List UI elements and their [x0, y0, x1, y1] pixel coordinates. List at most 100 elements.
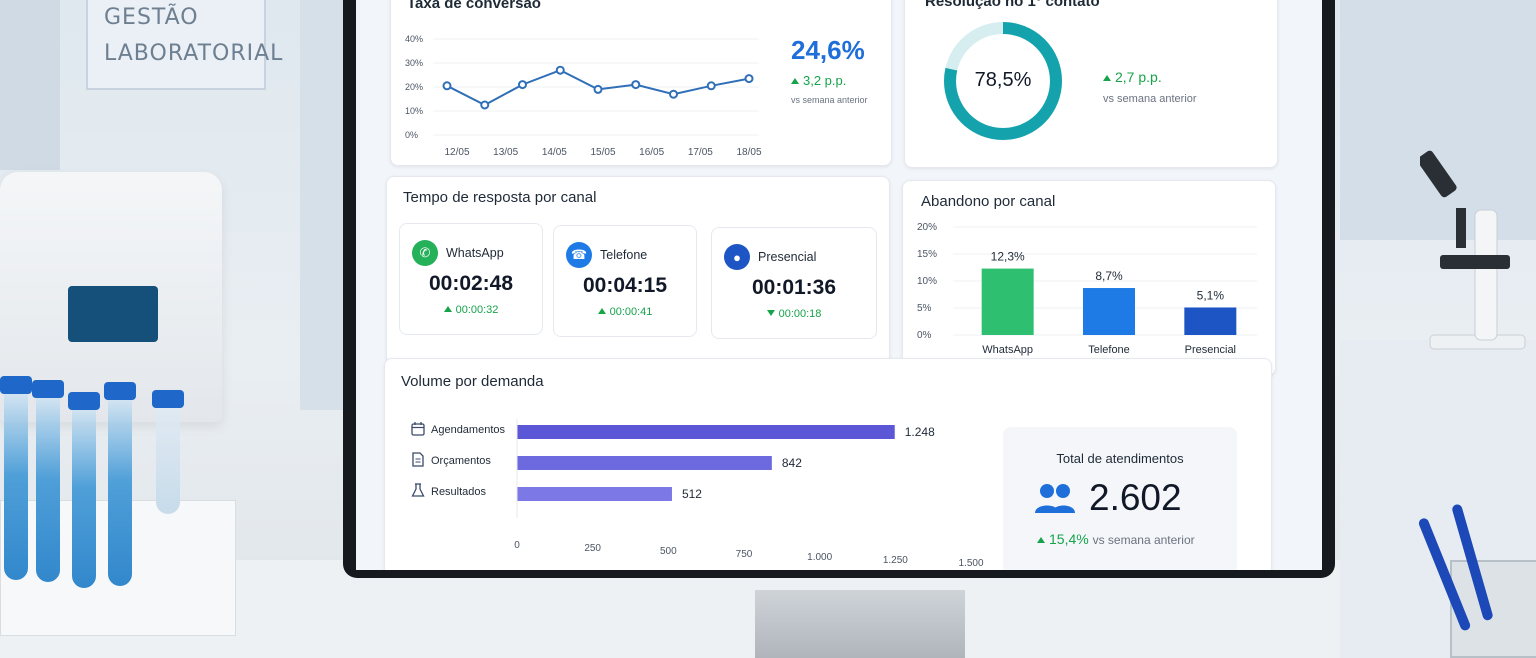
dashboard-screen: Taxa de conversão 0% 10% 20% 30% 40% 12/05 13/…: [356, 0, 1322, 570]
volume-bar: [517, 456, 772, 470]
category-label: Resultados: [431, 486, 487, 498]
bar-value-label: 5,1%: [1197, 288, 1225, 302]
conversion-point: [593, 84, 603, 94]
conversion-point: [669, 89, 678, 99]
test-tube: [104, 382, 136, 586]
channel-delta-value: 00:00:32: [455, 304, 499, 316]
x-tick-label: Telefone: [1088, 344, 1130, 356]
calendar-icon: [411, 422, 425, 436]
down-arrow-icon: [766, 310, 775, 316]
up-arrow-icon: [597, 308, 606, 314]
y-tick-label: 5%: [917, 303, 932, 314]
channel-delta-value: 00:00:18: [778, 308, 822, 320]
monitor-stand: [755, 590, 965, 658]
channel-time: 00:02:48: [428, 272, 514, 295]
bar-value-label: 1.248: [905, 425, 935, 439]
conversion-title: Taxa de conversão: [407, 0, 541, 12]
total-value: 2.602: [1089, 477, 1182, 518]
up-arrow-icon: [1037, 537, 1045, 543]
volume-title: Volume por demanda: [401, 373, 544, 390]
channel-name: WhatsApp: [446, 246, 504, 260]
conversion-delta-caption: vs semana anterior: [791, 95, 868, 105]
phone-icon: ☎: [566, 242, 592, 268]
background-window: [0, 0, 60, 170]
x-tick-label: 14/05: [542, 147, 567, 158]
x-tick-label: WhatsApp: [982, 344, 1033, 356]
conversion-point: [631, 80, 641, 90]
background-window: [1340, 0, 1536, 240]
whatsapp-icon: ✆: [412, 240, 438, 266]
y-tick-label: 15%: [917, 249, 937, 260]
volume-card: Volume por demanda Agendamentos 1.248 Orça…: [384, 358, 1272, 570]
y-tick-label: 10%: [405, 106, 423, 116]
x-tick-label: 12/05: [444, 147, 469, 158]
x-tick-label: Presencial: [1185, 344, 1236, 356]
up-arrow-icon: [791, 78, 799, 84]
x-tick-label: 13/05: [493, 147, 518, 158]
bar-value-label: 12,3%: [991, 250, 1025, 264]
channel-name: Presencial: [758, 250, 817, 264]
conversion-point: [555, 65, 565, 75]
flask-icon: [411, 483, 425, 497]
users-icon: [1035, 484, 1075, 513]
y-tick-label: 20%: [917, 222, 937, 233]
channel-delta: 00:00:41: [554, 306, 696, 318]
x-tick-label: 0: [514, 540, 520, 551]
resolution-title: Resolução no 1º contato: [925, 0, 1100, 10]
document-icon: [412, 452, 424, 467]
volume-bar: [517, 425, 895, 439]
conversion-value: 24,6%: [791, 35, 865, 65]
abandon-card: Abandono por canal 0% 5% 10% 15% 20% 12,3% Wha…: [902, 180, 1276, 376]
y-tick-label: 0%: [917, 330, 932, 341]
total-delta-caption: vs semana anterior: [1092, 533, 1195, 547]
x-tick-label: 1.500: [958, 558, 983, 569]
total-delta: 15,4% vs semana anterior: [1037, 531, 1195, 547]
y-tick-label: 30%: [405, 58, 423, 68]
channel-delta: 00:00:18: [712, 308, 876, 320]
lab-analyzer: [0, 172, 222, 422]
test-tube: [0, 376, 32, 580]
y-tick-label: 40%: [405, 34, 423, 44]
conversion-point: [442, 81, 452, 91]
resolution-delta-caption: vs semana anterior: [1103, 93, 1197, 105]
bar-value-label: 842: [782, 456, 802, 470]
abandon-bar-presencial: [1184, 307, 1237, 335]
x-tick-label: 1.250: [883, 555, 908, 566]
x-tick-label: 17/05: [688, 147, 713, 158]
analyzer-screen: [68, 286, 158, 342]
x-tick-label: 18/05: [736, 147, 761, 158]
x-tick-label: 16/05: [639, 147, 664, 158]
abandon-title: Abandono por canal: [921, 193, 1056, 210]
response-title: Tempo de resposta por canal: [403, 189, 597, 206]
up-arrow-icon: [443, 306, 452, 312]
test-tube: [152, 390, 184, 514]
up-arrow-icon: [1103, 75, 1111, 81]
channel-delta: 00:00:32: [400, 304, 542, 316]
channel-time: 00:01:36: [751, 276, 837, 299]
channel-time: 00:04:15: [582, 274, 668, 297]
resolution-card: Resolução no 1º contato 78,5% 2,7 p.p. v…: [904, 0, 1278, 168]
resolution-donut: [944, 22, 1062, 140]
category-label: Orçamentos: [431, 455, 491, 467]
total-box: Total de atendimentos 2.602 15,4% vs sem…: [1003, 427, 1237, 570]
conversion-delta-value: 3,2 p.p.: [803, 73, 847, 88]
x-tick-label: 15/05: [590, 147, 615, 158]
conversion-line-chart: 0% 10% 20% 30% 40% 12/05 13/05 14/05 15/05 16/05 1…: [405, 34, 762, 158]
conversion-card: Taxa de conversão 0% 10% 20% 30% 40% 12/05 13/…: [390, 0, 892, 166]
lab-sign-line2: LABORATORIAL: [104, 41, 284, 66]
abandon-bar-telefone: [1083, 288, 1135, 335]
background-window: [300, 0, 344, 410]
total-delta-value: 15,4%: [1049, 531, 1089, 547]
conversion-point: [706, 81, 716, 91]
resolution-value: 78,5%: [974, 69, 1032, 91]
total-title: Total de atendimentos: [1056, 451, 1184, 466]
test-tube: [32, 380, 64, 582]
x-tick-label: 750: [736, 549, 753, 560]
conversion-point: [518, 80, 527, 90]
y-tick-label: 20%: [405, 82, 423, 92]
channel-delta-value: 00:00:41: [609, 306, 653, 318]
x-tick-label: 500: [660, 546, 677, 557]
lab-sign: GESTÃO LABORATORIAL: [86, 0, 284, 90]
response-time-card: Tempo de resposta por canal ✆ WhatsApp 00:…: [386, 176, 890, 364]
abandon-bar-whatsapp: [981, 268, 1034, 335]
